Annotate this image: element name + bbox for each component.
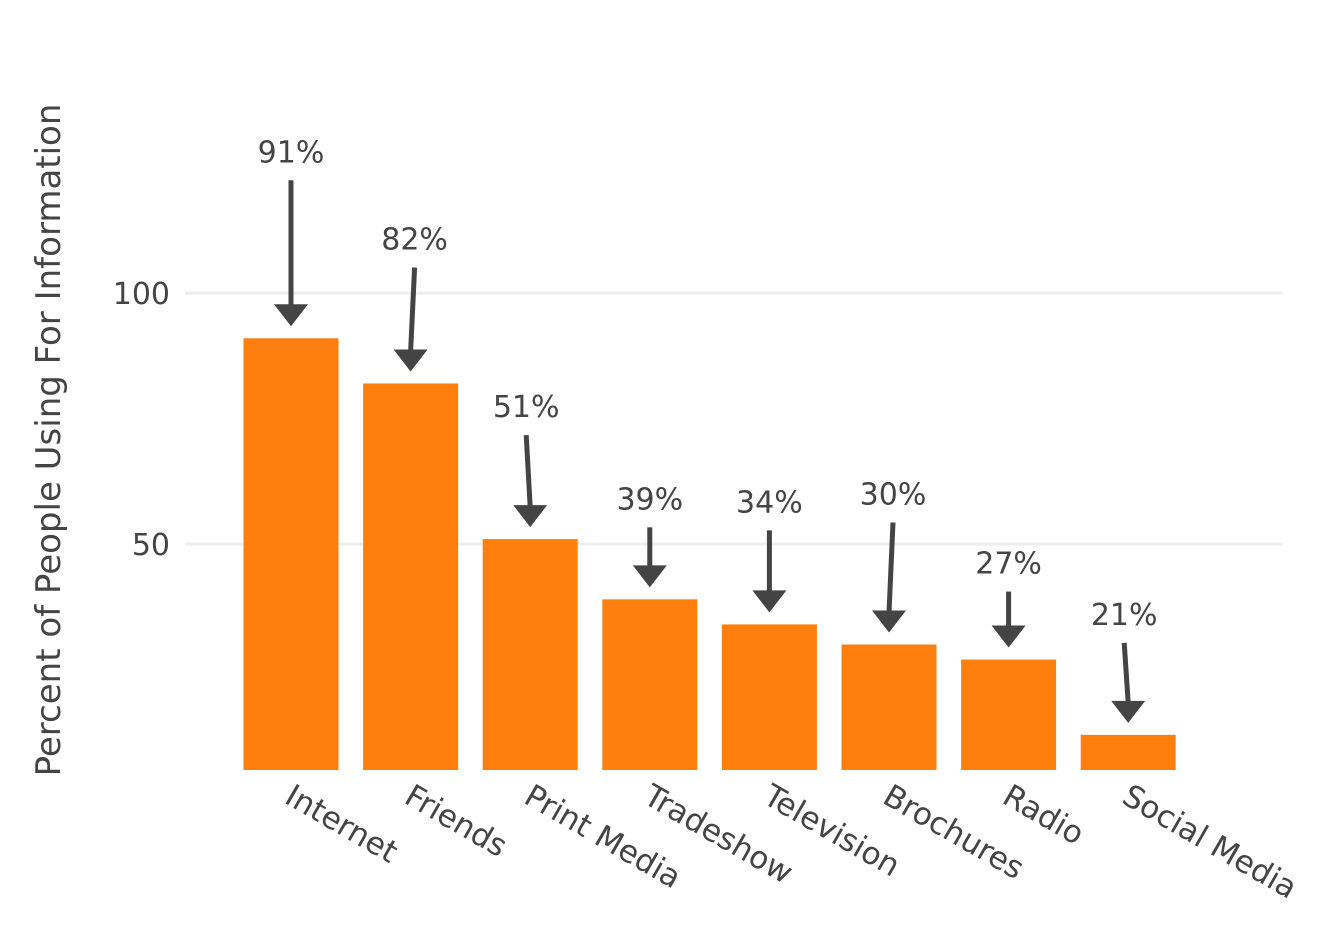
- annotation-label: 21%: [1091, 598, 1158, 633]
- bar-social-media: [1080, 734, 1176, 770]
- grid-lines: [185, 291, 1283, 546]
- annotation-arrow: [274, 180, 308, 327]
- y-tick-label: 100: [113, 277, 170, 312]
- annotation-label: 30%: [860, 478, 927, 513]
- annotation-arrow: [872, 522, 906, 633]
- annotation-arrow: [393, 267, 428, 372]
- y-tick-label: 50: [132, 528, 170, 563]
- annotation-label: 82%: [381, 222, 448, 257]
- bar-radio: [961, 659, 1057, 770]
- annotation-labels: 91% 82% 51% 39% 34% 30% 27% 21%: [258, 135, 1158, 633]
- annotation-label: 27%: [975, 547, 1042, 582]
- annotation-arrows: [274, 180, 1146, 723]
- y-axis-label: Percent of People Using For Information: [29, 104, 69, 777]
- annotation-arrow: [991, 591, 1026, 648]
- annotation-label: 34%: [736, 485, 803, 520]
- bars: [243, 338, 1176, 770]
- bar-television: [721, 624, 817, 770]
- annotation-arrow: [632, 527, 667, 588]
- x-tick-label: Radio: [997, 778, 1090, 853]
- annotation-arrow: [1111, 642, 1146, 723]
- y-axis-ticks: 50 100: [113, 277, 170, 563]
- x-tick-label: Friends: [399, 778, 514, 865]
- annotation-label: 91%: [258, 135, 325, 170]
- bar-tradeshow: [602, 599, 698, 770]
- x-tick-label: Internet: [279, 778, 404, 871]
- annotation-arrow: [752, 530, 787, 613]
- x-tick-label: Social Media: [1116, 778, 1303, 907]
- annotation-label: 39%: [616, 482, 683, 517]
- annotation-arrow: [513, 434, 548, 528]
- bar-internet: [243, 338, 339, 770]
- annotation-label: 51%: [493, 390, 560, 425]
- bar-friends: [363, 383, 459, 770]
- bar-brochures: [841, 644, 937, 770]
- bar-print-media: [482, 539, 578, 770]
